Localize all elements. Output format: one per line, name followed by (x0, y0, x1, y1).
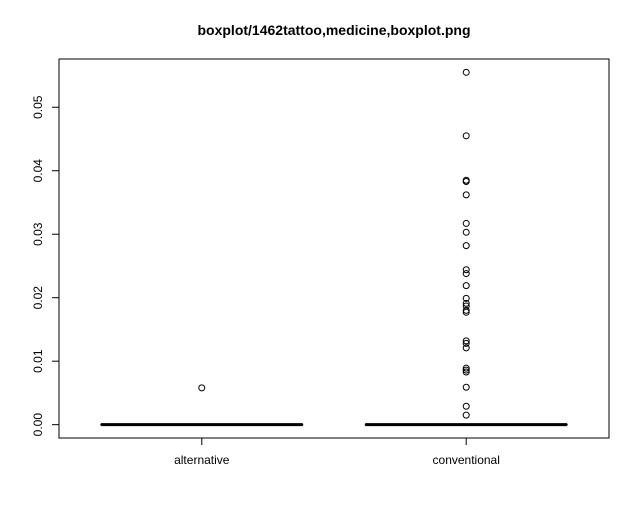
outlier-point (463, 192, 469, 198)
y-axis: 0.00 0.01 0.02 0.03 0.04 0.05 (31, 95, 59, 436)
x-axis: alternative conventional (174, 438, 500, 467)
y-tick-label: 0.03 (31, 222, 45, 246)
outlier-point (463, 384, 469, 390)
box-alternative (101, 385, 303, 425)
y-tick-label: 0.00 (31, 413, 45, 437)
y-tick-label: 0.04 (31, 159, 45, 183)
outlier-point (463, 229, 469, 235)
box-conventional (365, 69, 567, 424)
y-tick-label: 0.02 (31, 286, 45, 310)
outlier-point (463, 412, 469, 418)
outlier-point (463, 283, 469, 289)
outlier-point (463, 403, 469, 409)
y-tick-label: 0.01 (31, 349, 45, 373)
x-tick-label: conventional (433, 453, 500, 467)
x-tick-label: alternative (174, 453, 230, 467)
outlier-point (199, 385, 205, 391)
y-tick-label: 0.05 (31, 95, 45, 119)
outlier-point (463, 133, 469, 139)
outlier-point (463, 220, 469, 226)
outlier-point (463, 345, 469, 351)
outlier-point (463, 271, 469, 277)
outlier-point (463, 69, 469, 75)
plot-frame (59, 59, 609, 438)
boxes (101, 69, 567, 424)
outlier-point (463, 243, 469, 249)
chart-title: boxplot/1462tattoo,medicine,boxplot.png (197, 22, 470, 38)
